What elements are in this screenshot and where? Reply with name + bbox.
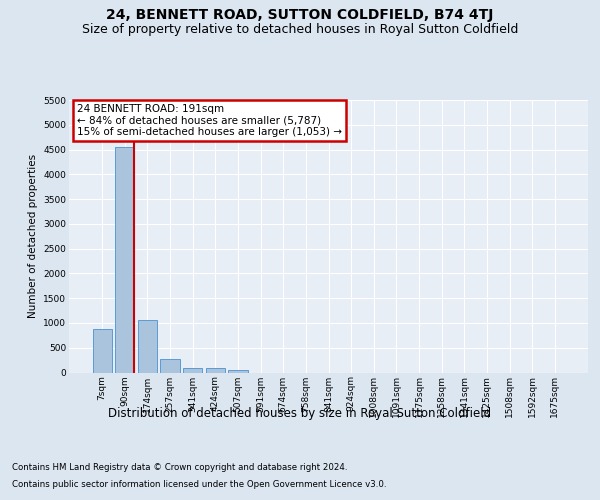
Bar <box>229 370 248 372</box>
Bar <box>115 147 134 372</box>
Text: 24 BENNETT ROAD: 191sqm
← 84% of detached houses are smaller (5,787)
15% of semi: 24 BENNETT ROAD: 191sqm ← 84% of detache… <box>77 104 342 138</box>
Text: 24, BENNETT ROAD, SUTTON COLDFIELD, B74 4TJ: 24, BENNETT ROAD, SUTTON COLDFIELD, B74 … <box>106 8 494 22</box>
Y-axis label: Number of detached properties: Number of detached properties <box>28 154 38 318</box>
Text: Contains HM Land Registry data © Crown copyright and database right 2024.: Contains HM Land Registry data © Crown c… <box>12 462 347 471</box>
Text: Contains public sector information licensed under the Open Government Licence v3: Contains public sector information licen… <box>12 480 386 489</box>
Text: Distribution of detached houses by size in Royal Sutton Coldfield: Distribution of detached houses by size … <box>109 408 491 420</box>
Bar <box>160 358 180 372</box>
Bar <box>183 368 202 372</box>
Bar <box>206 368 225 372</box>
Bar <box>138 320 157 372</box>
Text: Size of property relative to detached houses in Royal Sutton Coldfield: Size of property relative to detached ho… <box>82 22 518 36</box>
Bar <box>92 330 112 372</box>
